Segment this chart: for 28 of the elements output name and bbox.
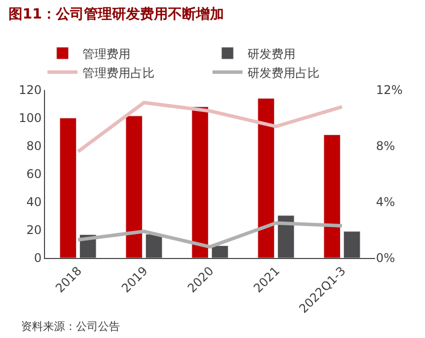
y-tick-label: 120 [18, 83, 42, 98]
text: 资料来源：公司公告 [21, 320, 120, 333]
legend-label: 研发费用 [248, 46, 296, 61]
y2-tick-label: 0% [376, 251, 396, 266]
y-tick-label: 60 [26, 167, 42, 182]
legend-label: 研发费用占比 [248, 66, 320, 80]
line-series [76, 100, 344, 154]
y2-tick-label: 4% [376, 195, 396, 210]
bar [145, 234, 162, 258]
bar [60, 118, 77, 258]
y2-tick-label: 8% [376, 139, 396, 154]
y-tick-label: 80 [26, 139, 42, 154]
y-tick-label: 20 [26, 223, 42, 238]
chart-title: 图11：公司管理研发费用不断增加 [8, 6, 224, 22]
bar [192, 106, 209, 258]
bar [211, 245, 228, 258]
bar [277, 215, 294, 258]
y-tick-label: 100 [18, 111, 42, 126]
bar [324, 134, 341, 258]
bar [126, 116, 143, 258]
y-tick-label: 40 [26, 195, 42, 210]
y-tick-label: 0 [34, 251, 42, 266]
bar [343, 231, 360, 258]
bar [258, 98, 275, 258]
y2-tick-label: 12% [376, 83, 403, 98]
legend-label: 管理费用 [82, 46, 130, 61]
legend-label: 管理费用占比 [82, 66, 154, 80]
line-series [76, 221, 344, 249]
